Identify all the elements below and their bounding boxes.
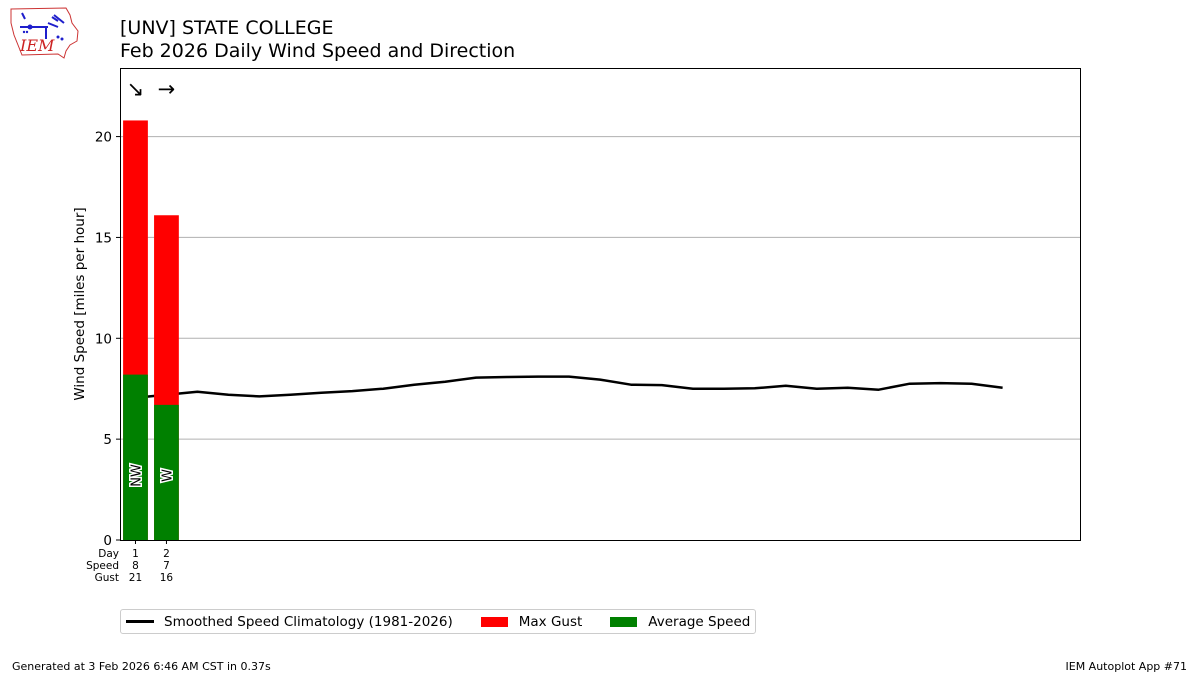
chart-title-station: [UNV] STATE COLLEGE — [120, 17, 334, 39]
legend-label-gust: Max Gust — [518, 613, 583, 630]
x-day-label: 1 — [132, 548, 139, 560]
x-row-label: Day — [98, 548, 119, 560]
x-gust-label: 16 — [160, 572, 174, 584]
y-tick-label: 5 — [103, 432, 112, 448]
app-label: IEM Autoplot App #71 — [1065, 660, 1188, 673]
legend-line-swatch — [126, 620, 154, 623]
legend-item-gust: Max Gust — [480, 613, 583, 630]
chart-title-period: Feb 2026 Daily Wind Speed and Direction — [120, 40, 516, 62]
y-tick-label: 0 — [103, 533, 112, 549]
y-axis: 0 5 10 15 20 — [95, 130, 120, 549]
y-tick-label: 20 — [95, 130, 112, 146]
direction-label: W — [160, 469, 175, 482]
bars-layer: NW W — [123, 120, 179, 540]
legend-item-speed: Average Speed — [610, 614, 750, 630]
x-day-label: 2 — [163, 548, 170, 560]
direction-arrow: ↘ — [127, 77, 145, 101]
y-axis-label: Wind Speed [miles per hour] — [72, 207, 88, 400]
generated-timestamp: Generated at 3 Feb 2026 6:46 AM CST in 0… — [12, 660, 271, 673]
gridlines — [120, 136, 1080, 440]
legend-speed-swatch — [610, 616, 638, 627]
legend-label-speed: Average Speed — [648, 613, 751, 630]
direction-arrow: → — [158, 77, 176, 101]
legend-label-climatology: Smoothed Speed Climatology (1981-2026) — [164, 613, 453, 630]
speed-bar — [154, 404, 179, 540]
climatology-layer — [135, 375, 1003, 400]
climatology-line — [135, 375, 1003, 400]
legend-gust-swatch — [480, 616, 508, 627]
plot-frame — [120, 68, 1081, 541]
logo-text: IEM — [19, 36, 55, 55]
legend-item-climatology: Smoothed Speed Climatology (1981-2026) — [126, 614, 453, 630]
direction-label: NW — [129, 464, 144, 487]
speed-bar — [123, 374, 148, 540]
y-tick-label: 15 — [95, 230, 112, 246]
y-tick-label: 10 — [95, 331, 112, 347]
legend: Smoothed Speed Climatology (1981-2026) M… — [120, 609, 757, 634]
iem-logo: IEM — [10, 7, 79, 59]
x-row-label: Gust — [95, 572, 119, 584]
direction-arrows: ↘ → — [127, 77, 176, 101]
x-gust-label: 21 — [129, 572, 142, 584]
x-speed-label: 7 — [163, 560, 170, 572]
x-speed-label: 8 — [132, 560, 139, 572]
x-row-label: Speed — [86, 560, 119, 572]
